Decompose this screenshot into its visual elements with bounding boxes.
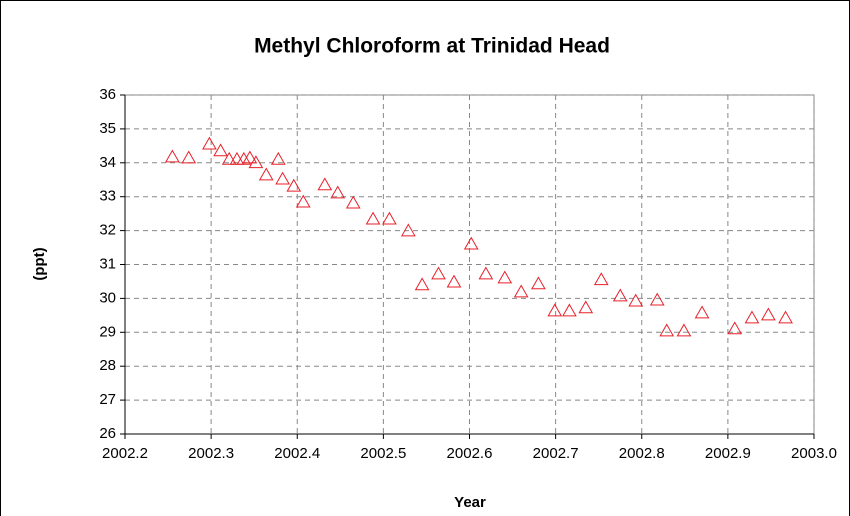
data-point <box>497 270 513 284</box>
y-tick-label: 33 <box>99 188 116 205</box>
data-point <box>578 300 594 314</box>
x-tick-label: 2002.8 <box>619 445 665 462</box>
data-point <box>727 321 743 335</box>
data-point <box>547 303 563 317</box>
y-tick-label: 35 <box>99 120 116 137</box>
data-point <box>382 211 397 225</box>
data-point <box>330 185 346 199</box>
data-point <box>414 277 430 291</box>
data-point <box>345 195 361 209</box>
x-axis-label: Year <box>454 494 486 511</box>
data-point <box>612 288 628 302</box>
data-point <box>659 323 675 337</box>
data-point <box>431 266 446 280</box>
data-point <box>463 236 479 250</box>
x-tick-label: 2002.2 <box>102 445 148 462</box>
x-tick-label: 2002.4 <box>274 445 320 462</box>
data-point <box>531 276 546 290</box>
data-point <box>513 284 529 298</box>
y-tick-label: 26 <box>99 425 116 442</box>
data-point <box>446 274 462 288</box>
data-point <box>365 211 381 225</box>
data-point <box>694 305 710 319</box>
data-point <box>181 150 197 164</box>
data-point <box>649 292 665 306</box>
data-point <box>202 136 217 150</box>
data-point <box>270 151 286 165</box>
data-point <box>778 310 793 324</box>
data-point <box>213 143 228 157</box>
data-point <box>317 177 333 191</box>
data-point <box>221 151 237 165</box>
data-point <box>676 323 692 337</box>
data-point <box>165 149 180 163</box>
y-tick-label: 31 <box>99 255 116 272</box>
data-point <box>248 155 264 169</box>
x-tick-label: 2002.9 <box>705 445 751 462</box>
data-point <box>628 293 644 307</box>
y-tick-label: 30 <box>99 289 116 306</box>
chart-title: Methyl Chloroform at Trinidad Head <box>254 35 610 58</box>
data-point <box>242 150 258 164</box>
y-tick-label: 34 <box>99 154 116 171</box>
y-tick-label: 29 <box>99 323 116 340</box>
y-tick-label: 36 <box>99 86 116 103</box>
data-point <box>478 266 494 280</box>
y-tick-label: 28 <box>99 357 116 374</box>
data-point <box>275 171 290 185</box>
y-axis-label: (ppt) <box>31 247 48 280</box>
x-tick-label: 2002.3 <box>188 445 234 462</box>
x-tick-label: 2003.0 <box>791 445 837 462</box>
y-tick-label: 27 <box>99 391 116 408</box>
x-tick-label: 2002.6 <box>447 445 493 462</box>
data-point <box>236 151 252 165</box>
data-point <box>400 223 416 237</box>
data-point <box>258 167 274 181</box>
data-point <box>286 178 302 192</box>
x-tick-label: 2002.5 <box>360 445 406 462</box>
y-tick-label: 32 <box>99 222 116 239</box>
data-point <box>760 307 776 321</box>
data-point <box>744 310 760 324</box>
data-point <box>593 272 609 286</box>
x-tick-label: 2002.7 <box>533 445 579 462</box>
data-point <box>295 194 311 208</box>
data-point <box>562 303 577 317</box>
